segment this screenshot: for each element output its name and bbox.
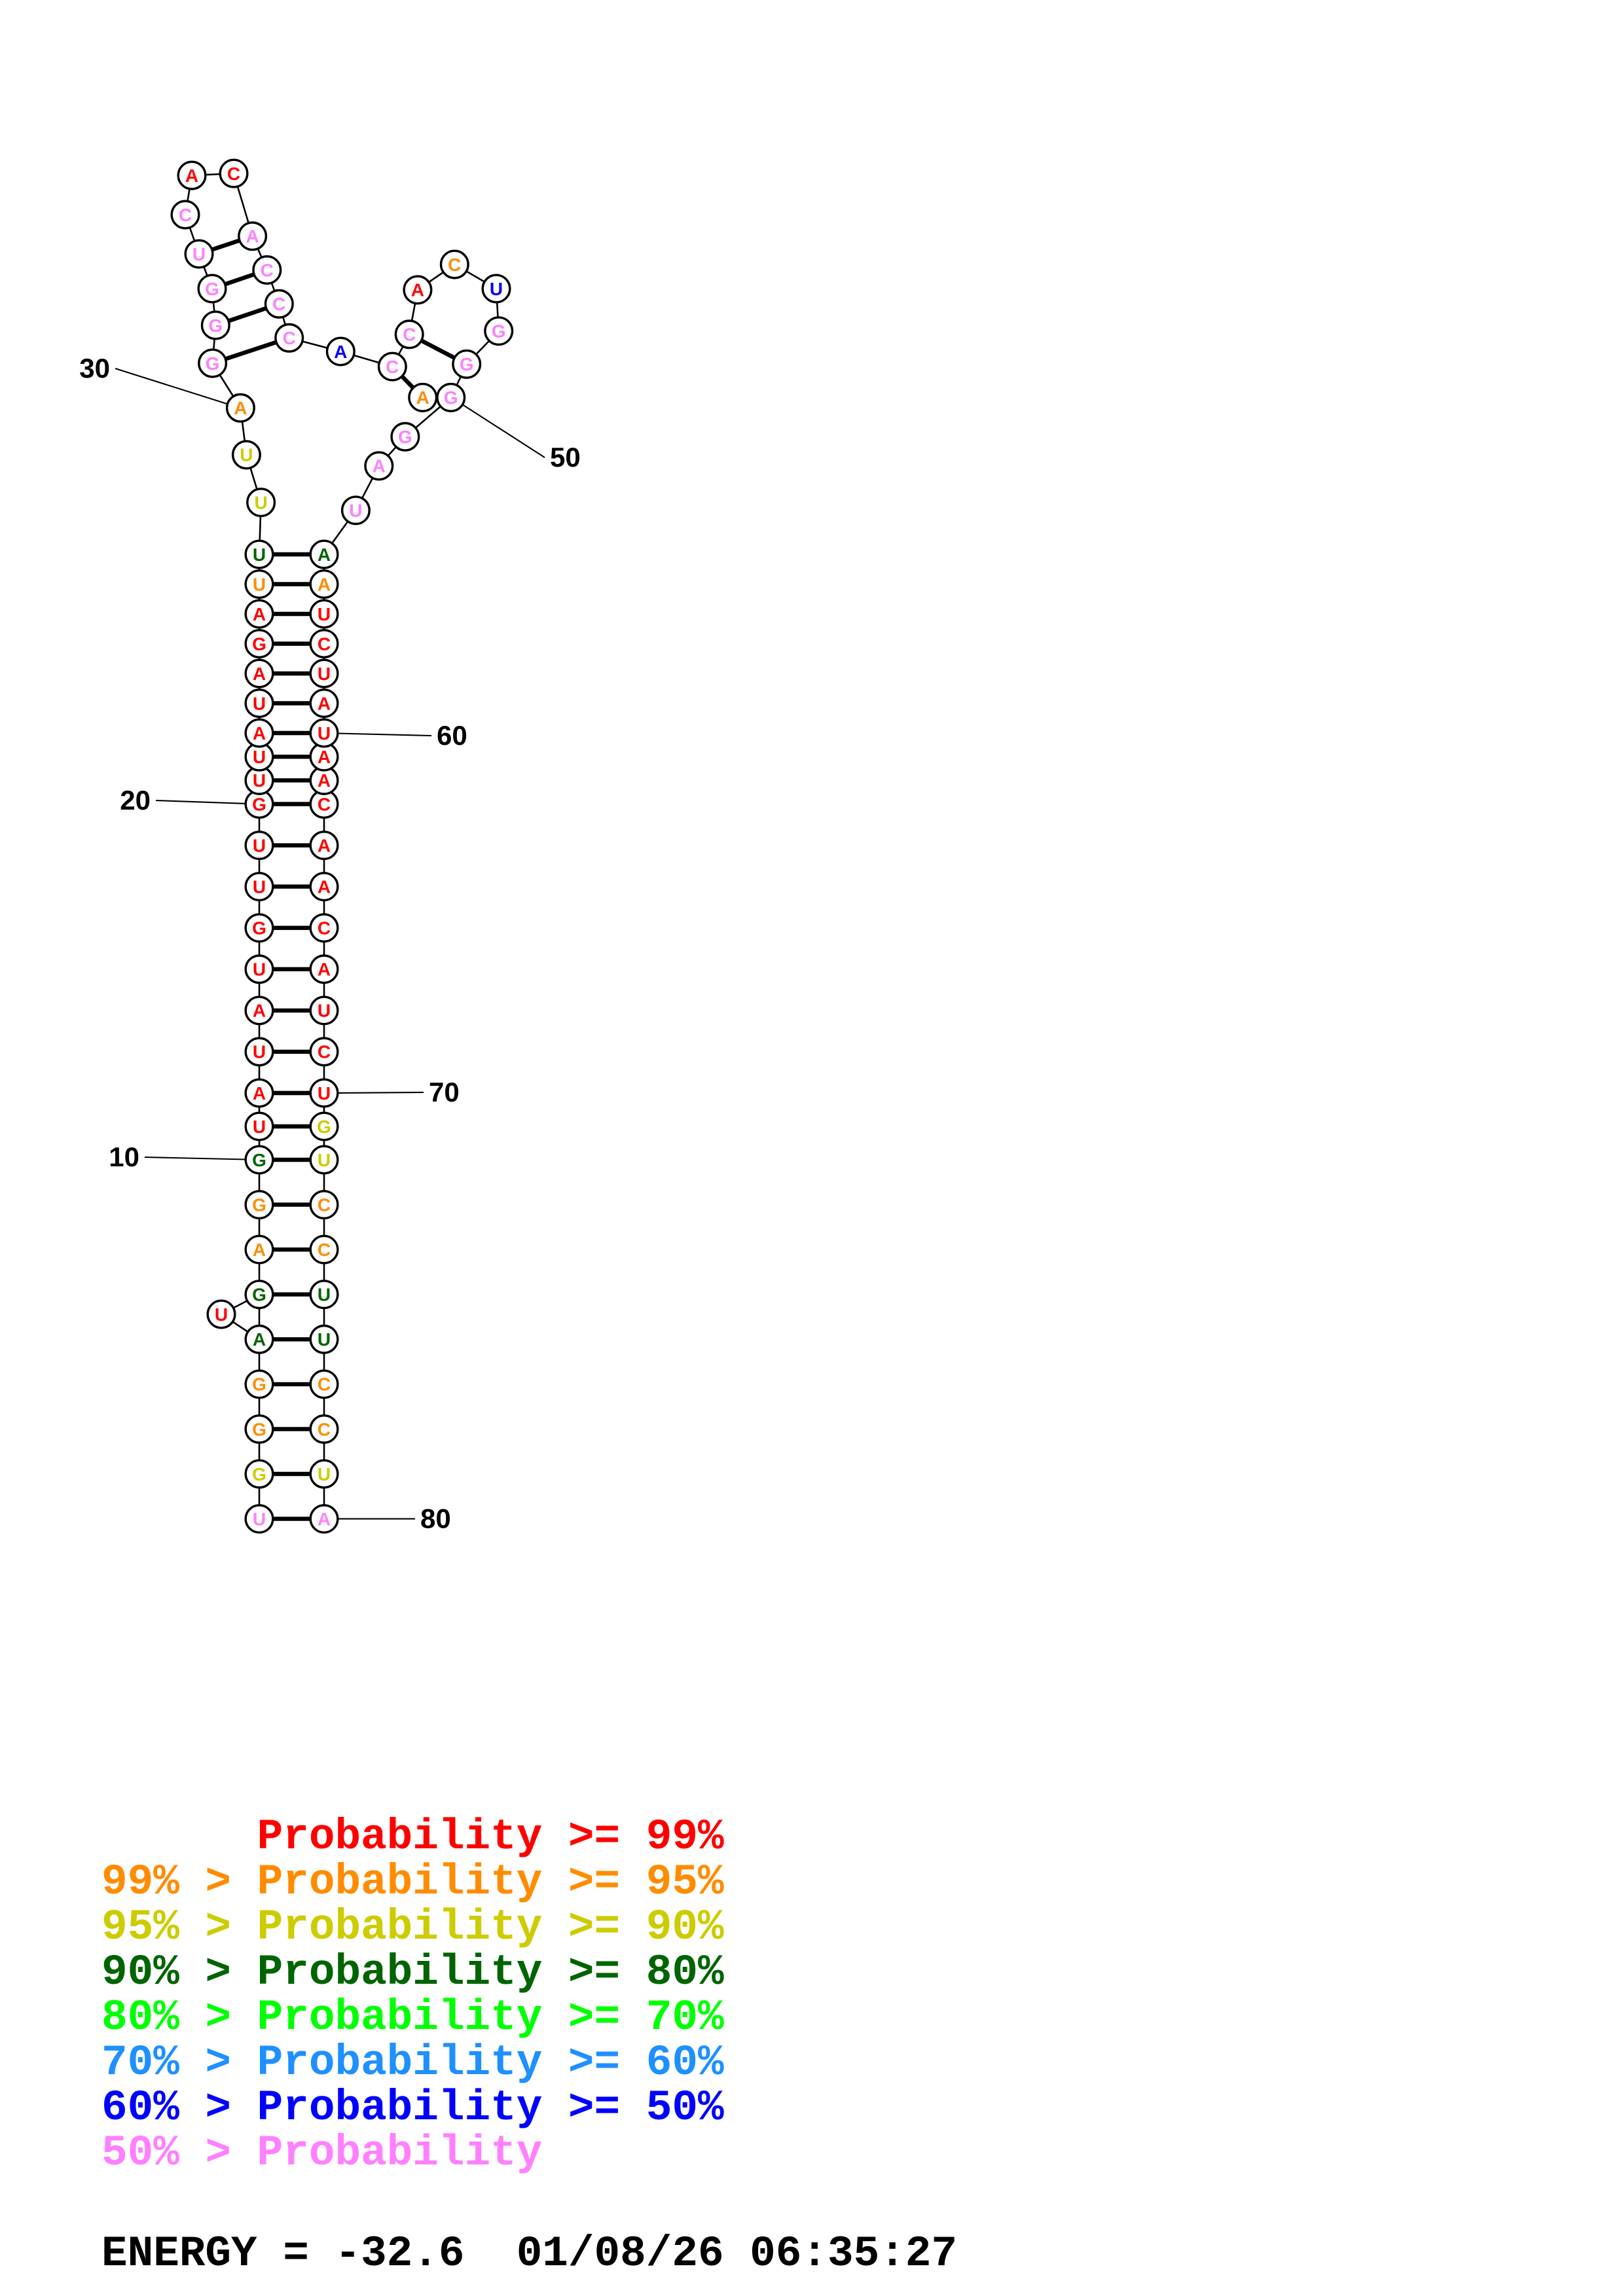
svg-text:G: G (252, 794, 266, 814)
svg-text:G: G (492, 321, 506, 342)
svg-text:A: A (253, 1329, 266, 1350)
svg-text:U: U (253, 770, 266, 791)
svg-text:G: G (252, 1150, 266, 1170)
svg-text:Probability >= 99%: Probability >= 99% (101, 1812, 724, 1861)
svg-text:U: U (192, 244, 206, 264)
svg-text:30: 30 (79, 353, 110, 384)
svg-text:U: U (253, 1509, 266, 1529)
svg-text:70% > Probability >= 60%: 70% > Probability >= 60% (101, 2038, 724, 2087)
svg-text:A: A (318, 835, 331, 855)
svg-text:C: C (448, 255, 461, 275)
svg-text:C: C (283, 328, 296, 348)
svg-text:U: U (253, 693, 266, 713)
svg-text:U: U (254, 492, 267, 512)
svg-text:U: U (318, 664, 331, 684)
svg-text:C: C (318, 1240, 331, 1260)
svg-text:C: C (179, 205, 192, 225)
svg-text:A: A (253, 1001, 266, 1021)
svg-text:A: A (373, 456, 386, 476)
svg-text:U: U (253, 1117, 266, 1137)
svg-text:A: A (318, 693, 331, 713)
svg-text:C: C (386, 357, 399, 377)
svg-text:G: G (252, 634, 266, 654)
svg-text:G: G (460, 354, 474, 374)
svg-text:50% > Probability: 50% > Probability (101, 2128, 542, 2178)
svg-text:G: G (252, 1464, 266, 1484)
svg-text:A: A (253, 1083, 266, 1103)
svg-text:C: C (403, 325, 416, 345)
svg-text:70: 70 (429, 1077, 460, 1107)
svg-text:A: A (185, 166, 198, 186)
svg-text:G: G (208, 315, 223, 336)
svg-text:C: C (272, 294, 285, 314)
svg-text:95% > Probability >= 90%: 95% > Probability >= 90% (101, 1903, 724, 1952)
svg-text:A: A (318, 747, 331, 767)
svg-text:U: U (318, 1083, 331, 1103)
svg-text:A: A (234, 398, 247, 418)
svg-text:G: G (444, 387, 458, 408)
svg-text:G: G (398, 427, 412, 447)
svg-text:A: A (318, 876, 331, 897)
svg-text:C: C (318, 1419, 331, 1439)
svg-text:U: U (318, 723, 331, 744)
svg-text:A: A (253, 664, 266, 684)
svg-text:50: 50 (550, 442, 581, 473)
svg-text:G: G (252, 1285, 266, 1305)
svg-text:U: U (253, 960, 266, 980)
svg-text:80: 80 (420, 1503, 451, 1534)
svg-text:C: C (318, 794, 331, 814)
svg-text:U: U (240, 445, 253, 465)
svg-text:C: C (318, 1374, 331, 1395)
svg-text:U: U (253, 747, 266, 767)
svg-text:A: A (318, 770, 331, 791)
svg-text:A: A (411, 280, 424, 300)
svg-text:A: A (253, 604, 266, 624)
svg-text:80% > Probability >= 70%: 80% > Probability >= 70% (101, 1993, 724, 2042)
svg-text:A: A (253, 1240, 266, 1260)
svg-text:U: U (318, 1285, 331, 1305)
svg-text:U: U (349, 501, 362, 521)
svg-text:G: G (317, 1117, 331, 1137)
svg-text:C: C (261, 260, 274, 280)
svg-text:C: C (318, 1194, 331, 1215)
svg-text:A: A (416, 387, 429, 408)
svg-text:90% > Probability >= 80%: 90% > Probability >= 80% (101, 1948, 724, 1997)
svg-text:A: A (246, 226, 259, 247)
svg-text:ENERGY = -32.6 01/08/26 06:35: ENERGY = -32.6 01/08/26 06:35:27 (101, 2229, 957, 2278)
svg-text:A: A (253, 723, 266, 744)
svg-text:U: U (318, 1001, 331, 1021)
svg-text:A: A (318, 1509, 331, 1529)
svg-text:A: A (318, 545, 331, 565)
svg-text:U: U (253, 835, 266, 855)
svg-text:C: C (227, 164, 240, 184)
svg-text:G: G (206, 353, 220, 374)
svg-text:G: G (252, 1419, 266, 1439)
svg-text:U: U (215, 1304, 228, 1325)
svg-text:10: 10 (109, 1141, 139, 1172)
svg-text:A: A (318, 574, 331, 594)
svg-text:C: C (318, 1042, 331, 1062)
svg-text:A: A (334, 342, 347, 362)
svg-text:U: U (318, 1329, 331, 1350)
svg-text:20: 20 (120, 785, 151, 816)
svg-text:U: U (253, 545, 266, 565)
svg-text:C: C (318, 918, 331, 939)
svg-text:U: U (318, 1464, 331, 1484)
svg-text:U: U (253, 876, 266, 897)
svg-text:A: A (318, 960, 331, 980)
svg-text:G: G (252, 1374, 266, 1395)
svg-text:G: G (252, 918, 266, 939)
svg-text:60: 60 (437, 720, 467, 751)
svg-text:C: C (318, 634, 331, 654)
svg-text:U: U (318, 604, 331, 624)
svg-text:G: G (205, 279, 219, 299)
svg-text:60% > Probability >= 50%: 60% > Probability >= 50% (101, 2083, 724, 2132)
svg-text:G: G (252, 1194, 266, 1215)
svg-text:U: U (253, 574, 266, 594)
svg-text:99% > Probability >= 95%: 99% > Probability >= 95% (101, 1857, 724, 1907)
svg-text:U: U (490, 279, 503, 299)
svg-text:U: U (318, 1150, 331, 1170)
svg-text:U: U (253, 1042, 266, 1062)
